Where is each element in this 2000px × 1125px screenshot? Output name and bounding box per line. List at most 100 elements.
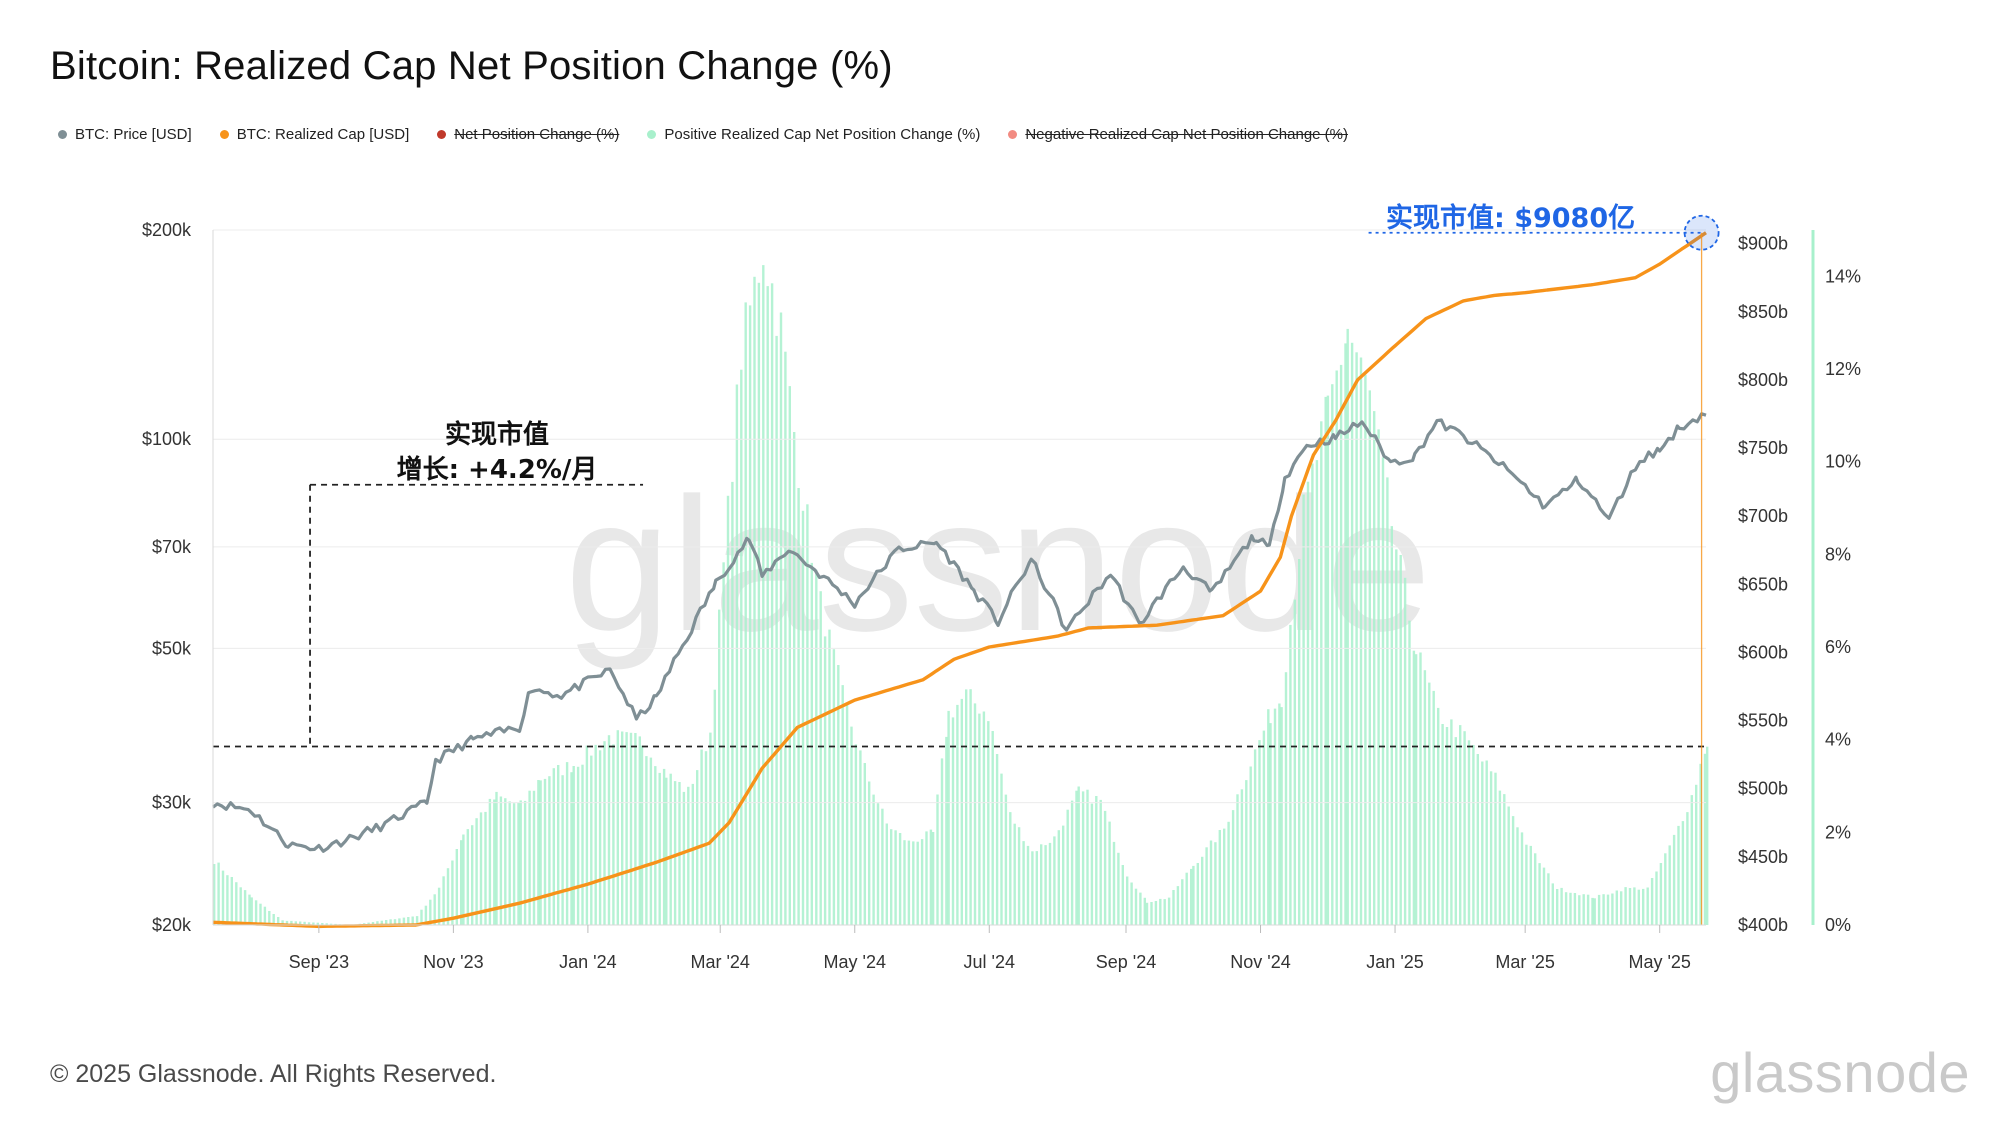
chart-title: Bitcoin: Realized Cap Net Position Chang… [50, 44, 893, 88]
positive-change-bar [819, 591, 822, 925]
legend-dot-net-position-change [437, 130, 447, 139]
positive-change-bar [316, 922, 319, 925]
positive-change-bar [1192, 865, 1195, 925]
positive-change-bar [718, 609, 721, 925]
positive-change-bar [700, 749, 703, 925]
positive-change-bar [868, 781, 871, 925]
positive-change-bar [1048, 842, 1052, 925]
x-axis-tick-label: Sep '24 [1096, 952, 1157, 972]
positive-change-bar [493, 799, 496, 925]
positive-change-bar [704, 751, 708, 925]
positive-change-bar [1214, 842, 1217, 925]
positive-change-bar [429, 899, 432, 925]
positive-change-bar [1560, 887, 1563, 925]
positive-change-bar [307, 922, 311, 925]
positive-change-bar [1253, 749, 1257, 925]
positive-change-bar [832, 649, 836, 925]
reference-lines [213, 231, 1706, 748]
positive-change-bar [1633, 887, 1636, 925]
positive-change-bar [1344, 343, 1347, 925]
legend-item-net-position-change[interactable]: Net Position Change (%) [437, 126, 619, 143]
positive-change-bar [281, 920, 284, 925]
positive-change-bar [442, 876, 445, 925]
positive-change-bar [740, 369, 743, 925]
positive-change-bar [1668, 845, 1671, 925]
right-axis-cap-tick-label: $600b [1738, 642, 1788, 662]
positive-change-bar [1026, 845, 1030, 925]
positive-change-bar [1593, 898, 1596, 925]
positive-change-bar [793, 432, 796, 925]
legend-item-negative-change[interactable]: Negative Realized Cap Net Position Chang… [1008, 126, 1348, 143]
positive-change-bar [1381, 457, 1385, 925]
positive-change-bar [1419, 652, 1422, 925]
positive-change-bar [557, 765, 560, 925]
positive-change-bar [797, 488, 800, 925]
positive-change-bar [1690, 795, 1693, 925]
positive-change-bar [757, 282, 761, 925]
positive-change-bar [1284, 672, 1288, 925]
positive-change-bar [1586, 894, 1590, 925]
positive-change-bar [272, 914, 275, 925]
positive-change-bar [460, 840, 463, 925]
positive-change-bar [1145, 902, 1149, 925]
positive-change-bar [1368, 390, 1371, 925]
positive-change-bar [753, 276, 756, 925]
positive-change-bar [299, 921, 302, 925]
positive-change-bar [294, 921, 297, 925]
positive-change-bar [744, 302, 747, 925]
positive-change-bar [479, 812, 483, 925]
positive-change-bar [1686, 812, 1689, 925]
right-axis-cap-tick-label: $850b [1738, 302, 1788, 322]
positive-change-bar [1573, 893, 1577, 925]
positive-change-bar [1205, 847, 1208, 925]
positive-change-bar [1547, 873, 1550, 925]
positive-change-bar [1346, 328, 1349, 925]
positive-change-bar [1306, 481, 1310, 925]
legend-item-realized-cap[interactable]: BTC: Realized Cap [USD] [219, 126, 410, 143]
positive-change-bar [1564, 892, 1568, 925]
left-axis-tick-label: $20k [152, 915, 192, 935]
right-axis-pct-tick-label: 12% [1825, 359, 1861, 379]
positive-change-bar [1463, 731, 1466, 925]
positive-change-bar [329, 923, 333, 925]
x-axis-tick-label: Jan '24 [559, 952, 616, 972]
legend-label-realized-cap: BTC: Realized Cap [USD] [236, 126, 410, 143]
positive-change-bar [1324, 396, 1327, 925]
positive-change-bar [722, 562, 725, 925]
positive-change-bar [499, 796, 503, 925]
legend-item-positive-change[interactable]: Positive Realized Cap Net Position Chang… [647, 126, 980, 143]
legend-item-price[interactable]: BTC: Price [USD] [58, 126, 192, 143]
positive-change-bar [1057, 830, 1060, 925]
positive-change-bar [1412, 650, 1416, 925]
positive-change-bar [1227, 821, 1230, 925]
positive-change-bar [806, 504, 809, 925]
positive-change-bar [936, 794, 939, 925]
positive-change-bar [713, 689, 716, 925]
positive-change-bar [1035, 851, 1038, 925]
positive-change-bar [638, 736, 641, 925]
legend-label-price: BTC: Price [USD] [75, 126, 192, 143]
positive-change-bar [385, 920, 388, 925]
positive-change-bar [1414, 654, 1418, 925]
positive-change-bar [1298, 559, 1301, 925]
positive-change-bar [770, 283, 774, 925]
positive-change-bar [1302, 494, 1305, 925]
positive-change-bar [1569, 892, 1572, 925]
positive-change-bar [1099, 799, 1102, 925]
positive-change-bar [669, 773, 672, 925]
positive-change-bar [1335, 370, 1338, 925]
positive-change-bar [1167, 897, 1171, 925]
positive-change-bar [303, 921, 306, 925]
positive-change-bar [1432, 690, 1435, 925]
positive-change-bar [607, 735, 611, 925]
right-axis-pct-tick-label: 6% [1825, 637, 1851, 657]
positive-change-bar [978, 713, 981, 925]
positive-change-bar [1437, 707, 1440, 925]
positive-change-bar [1077, 786, 1080, 925]
positive-change-bar [1190, 868, 1193, 925]
x-axis-tick-label: May '24 [824, 952, 886, 972]
right-axis-pct-tick-label: 0% [1825, 915, 1851, 935]
positive-change-bar [488, 798, 492, 925]
positive-change-bar [815, 569, 818, 925]
right-axis-cap-tick-label: $400b [1738, 915, 1788, 935]
